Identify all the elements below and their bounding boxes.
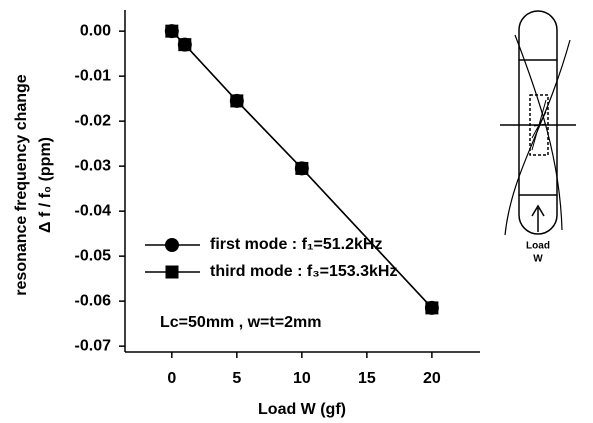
x-tick-label: 0 [167, 370, 176, 387]
y-axis-label: resonance frequency change [13, 74, 30, 296]
marker [165, 238, 179, 252]
marker [178, 38, 192, 52]
y-tick-label: -0.05 [75, 247, 112, 264]
x-tick-label: 10 [293, 370, 311, 387]
inset-label: Load [526, 241, 550, 252]
y-tick-label: -0.07 [75, 337, 112, 354]
marker [165, 24, 179, 38]
y-tick-label: -0.03 [75, 157, 112, 174]
marker [425, 301, 439, 315]
marker [165, 265, 179, 279]
marker [295, 161, 309, 175]
y-tick-label: -0.01 [75, 67, 112, 84]
x-tick-label: 5 [232, 370, 241, 387]
y-axis-label: Δ f / f₀ (ppm) [37, 137, 54, 233]
inset-label: W [533, 254, 543, 265]
y-tick-label: -0.02 [75, 112, 112, 129]
marker [230, 94, 244, 108]
annotation: Lc=50mm , w=t=2mm [160, 314, 321, 331]
legend-label: third mode : f₃=153.3kHz [210, 263, 397, 280]
y-tick-label: -0.06 [75, 292, 112, 309]
inset-diagram [500, 10, 576, 236]
x-tick-label: 15 [358, 370, 376, 387]
y-tick-label: 0.00 [80, 22, 111, 39]
x-axis-label: Load W (gf) [258, 401, 346, 418]
x-tick-label: 20 [423, 370, 441, 387]
y-tick-label: -0.04 [75, 202, 112, 219]
legend-label: first mode : f₁=51.2kHz [210, 236, 382, 253]
